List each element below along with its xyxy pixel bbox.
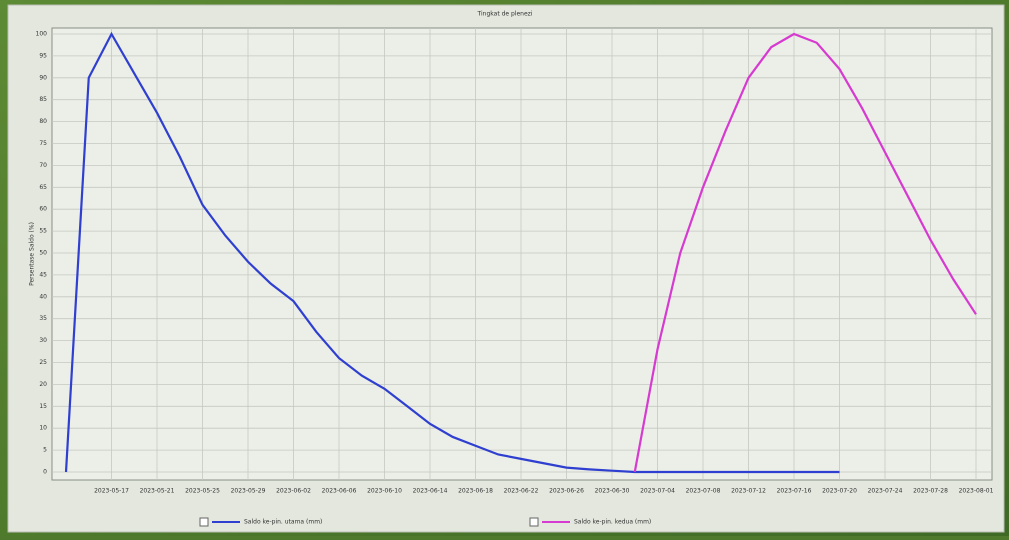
legend-checkbox <box>199 517 209 527</box>
series-line <box>64 31 840 474</box>
y-tick-label: 5 <box>43 447 47 454</box>
y-tick-label: 15 <box>39 403 47 410</box>
x-tick-label: 2023-06-30 <box>595 488 630 495</box>
legend-label: Saldo ke-pin. kedua (mm) <box>574 519 651 526</box>
y-tick-label: 60 <box>39 206 47 213</box>
y-tick-label: 10 <box>39 425 47 432</box>
y-tick-label: 0 <box>43 469 47 476</box>
y-tick-label: 100 <box>36 31 48 38</box>
x-tick-label: 2023-06-26 <box>549 488 584 495</box>
y-tick-label: 75 <box>39 140 47 147</box>
legend-checkbox <box>529 517 539 527</box>
y-tick-label: 80 <box>39 118 47 125</box>
x-tick-label: 2023-08-01 <box>959 488 994 495</box>
y-tick-label: 25 <box>39 359 47 366</box>
y-tick-label: 90 <box>39 74 47 81</box>
y-axis-label: Persentase Saldo (%) <box>29 222 36 286</box>
x-tick-label: 2023-06-06 <box>322 488 357 495</box>
x-tick-label: 2023-06-18 <box>458 488 493 495</box>
chart-title: Tingkat de plenezi <box>477 11 533 18</box>
y-tick-label: 65 <box>39 184 47 191</box>
x-tick-label: 2023-05-17 <box>94 488 129 495</box>
x-tick-label: 2023-07-12 <box>731 488 766 495</box>
x-tick-label: 2023-06-10 <box>367 488 402 495</box>
x-tick-label: 2023-05-25 <box>185 488 220 495</box>
y-tick-label: 30 <box>39 337 47 344</box>
y-tick-label: 85 <box>39 96 47 103</box>
y-tick-label: 70 <box>39 162 47 169</box>
y-tick-label: 45 <box>39 271 47 278</box>
x-tick-label: 2023-05-21 <box>140 488 175 495</box>
x-tick-label: 2023-05-29 <box>231 488 266 495</box>
x-tick-label: 2023-07-24 <box>868 488 903 495</box>
x-tick-label: 2023-06-02 <box>276 488 311 495</box>
y-tick-label: 35 <box>39 315 47 322</box>
y-tick-label: 50 <box>39 250 47 257</box>
x-tick-label: 2023-06-22 <box>504 488 539 495</box>
x-tick-label: 2023-07-28 <box>913 488 948 495</box>
x-tick-label: 2023-07-16 <box>777 488 812 495</box>
x-tick-label: 2023-07-04 <box>640 488 675 495</box>
y-tick-label: 20 <box>39 381 47 388</box>
x-tick-label: 2023-07-08 <box>686 488 721 495</box>
plot-area <box>51 27 993 481</box>
y-tick-label: 40 <box>39 293 47 300</box>
y-tick-label: 95 <box>39 52 47 59</box>
series-line <box>633 32 977 473</box>
y-tick-label: 55 <box>39 228 47 235</box>
legend-label: Saldo ke-pin. utama (mm) <box>244 519 322 526</box>
x-tick-label: 2023-06-14 <box>413 488 448 495</box>
legend: Saldo ke-pin. utama (mm) Saldo ke-pin. ke… <box>199 517 651 527</box>
x-tick-label: 2023-07-20 <box>822 488 857 495</box>
